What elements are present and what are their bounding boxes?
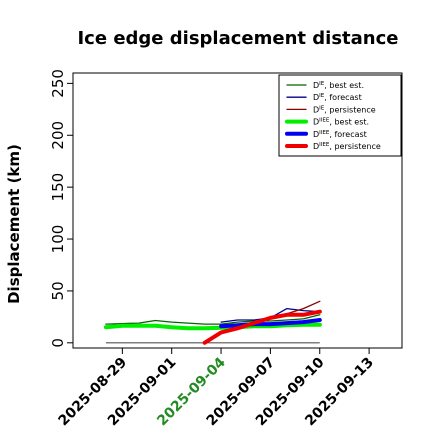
y-tick-label: 50 [49, 281, 67, 300]
legend-entry: DIIEE, persistence [313, 142, 381, 151]
y-tick-label: 0 [49, 338, 67, 348]
y-axis-label: Displacement (km) [5, 144, 23, 304]
legend-box [278, 74, 402, 157]
legend-entry: DIIEE, forecast [313, 130, 367, 139]
y-tick-label: 200 [49, 121, 67, 150]
series-line-6 [202, 309, 322, 345]
legend: DIE, best est. DIE, forecast DIE, persiste… [278, 74, 402, 157]
series-line-4 [103, 322, 322, 331]
y-tick-label: 250 [49, 69, 67, 98]
legend-entry: DIE, forecast [313, 93, 362, 102]
legend-entry: DIE, best est. [313, 81, 364, 90]
y-tick-label: 150 [49, 173, 67, 202]
y-tick-label: 100 [49, 225, 67, 254]
chart-title: Ice edge displacement distance [77, 28, 398, 49]
series-line-1 [105, 314, 321, 325]
plot-frame [72, 72, 403, 349]
legend-entry: DIE, persistence [313, 105, 376, 114]
legend-entry: DIIEE, best est. [313, 118, 369, 127]
series-line-5 [219, 318, 322, 329]
